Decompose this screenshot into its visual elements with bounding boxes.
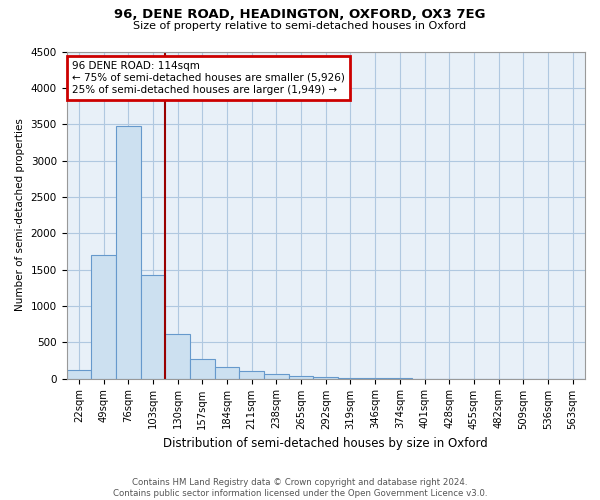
Bar xyxy=(190,360,215,378)
Bar xyxy=(215,368,239,378)
Bar xyxy=(67,370,91,378)
Text: Size of property relative to semi-detached houses in Oxford: Size of property relative to semi-detach… xyxy=(133,21,467,31)
Text: Contains HM Land Registry data © Crown copyright and database right 2024.
Contai: Contains HM Land Registry data © Crown c… xyxy=(113,478,487,498)
X-axis label: Distribution of semi-detached houses by size in Oxford: Distribution of semi-detached houses by … xyxy=(163,437,488,450)
Bar xyxy=(91,255,116,378)
Bar xyxy=(140,274,165,378)
Bar xyxy=(116,126,140,378)
Bar xyxy=(264,374,289,378)
Bar xyxy=(239,372,264,378)
Text: 96, DENE ROAD, HEADINGTON, OXFORD, OX3 7EG: 96, DENE ROAD, HEADINGTON, OXFORD, OX3 7… xyxy=(114,8,486,20)
Y-axis label: Number of semi-detached properties: Number of semi-detached properties xyxy=(15,118,25,312)
Bar xyxy=(165,334,190,378)
Text: 96 DENE ROAD: 114sqm
← 75% of semi-detached houses are smaller (5,926)
25% of se: 96 DENE ROAD: 114sqm ← 75% of semi-detac… xyxy=(72,62,344,94)
Bar xyxy=(289,376,313,378)
